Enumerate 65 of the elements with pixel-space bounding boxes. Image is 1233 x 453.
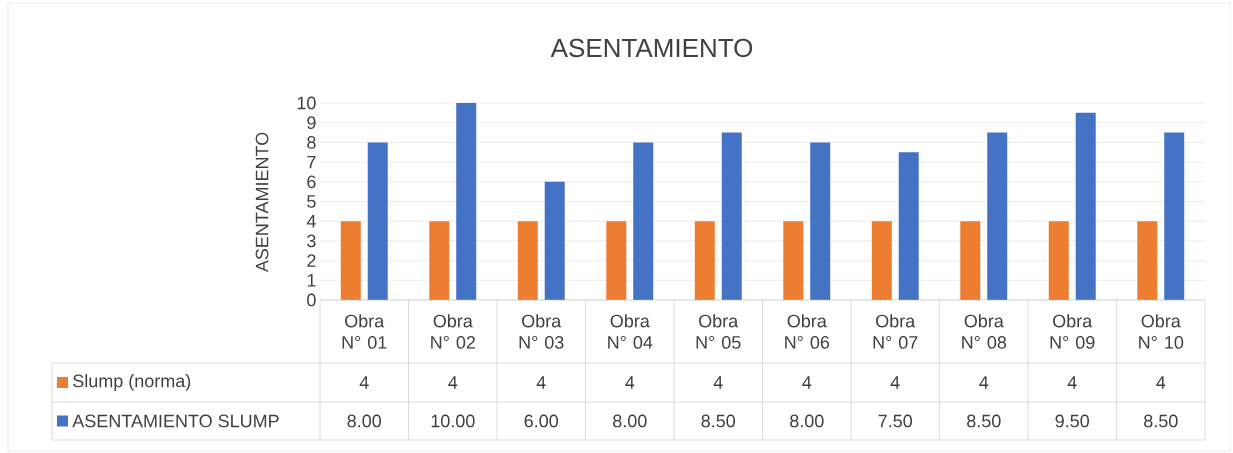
data-label: 8.50 [1144, 414, 1178, 428]
y-tick-label: 6 [307, 175, 316, 189]
bar [987, 132, 1008, 300]
data-label: 8.00 [347, 414, 382, 428]
y-tick-label: 3 [307, 234, 316, 248]
y-tick-label: 5 [307, 195, 316, 208]
bar [544, 181, 565, 300]
legend-label: ASENTAMIENTO SLUMP [72, 414, 279, 428]
bar [1164, 132, 1185, 300]
x-tick-label: Obra N° 01 [342, 314, 387, 349]
data-label: 4 [1156, 376, 1166, 389]
data-label: 8.50 [701, 414, 736, 428]
bar [898, 152, 919, 300]
y-tick-label: 7 [307, 155, 316, 169]
bar [721, 132, 742, 300]
bar [429, 221, 450, 300]
legend-label: Slump (norma) [73, 374, 191, 391]
bar [960, 221, 981, 300]
data-label: 6.00 [524, 414, 559, 428]
y-tick-label: 10 [297, 96, 316, 110]
x-tick-label: Obra N° 07 [873, 314, 918, 349]
bar [517, 221, 538, 300]
bar [340, 221, 361, 300]
x-tick-label: Obra N° 06 [785, 314, 830, 349]
data-label: 9.50 [1055, 414, 1089, 428]
y-axis-title: ASENTAMIENTO [255, 132, 269, 273]
x-tick-label: Obra N° 09 [1050, 314, 1095, 349]
y-tick-label: 4 [306, 215, 316, 228]
y-tick-label: 2 [307, 254, 316, 267]
data-label: 4 [536, 376, 546, 389]
bar [606, 221, 627, 300]
bar [783, 221, 804, 300]
bar [633, 142, 654, 300]
x-tick-label: Obra N° 04 [608, 314, 653, 349]
data-label: 4 [979, 376, 989, 389]
data-label: 7.50 [878, 414, 913, 428]
chart-title: ASENTAMIENTO [550, 38, 753, 58]
y-tick-label: 8 [307, 136, 316, 149]
data-label: 8.50 [967, 414, 1001, 428]
bar [456, 102, 477, 300]
bar [1137, 221, 1158, 300]
x-tick-label: Obra N° 08 [962, 314, 1007, 349]
data-label: 4 [713, 376, 723, 389]
y-tick-label: 9 [307, 116, 316, 130]
data-label: 4 [1067, 376, 1077, 389]
x-tick-label: Obra N° 10 [1139, 314, 1184, 349]
x-tick-label: Obra N° 02 [431, 314, 476, 349]
data-label: 4 [802, 376, 812, 389]
x-tick-label: Obra N° 03 [519, 314, 564, 349]
x-tick-label: Obra N° 05 [696, 314, 741, 349]
data-label: 8.00 [613, 414, 647, 428]
bar [367, 142, 388, 300]
data-label: 4 [359, 376, 369, 389]
data-label: 10.00 [431, 414, 475, 428]
data-label: 4 [890, 376, 900, 389]
data-label: 4 [448, 376, 458, 389]
data-label: 4 [625, 376, 635, 389]
y-tick-label: 1 [307, 274, 316, 287]
bar [810, 142, 831, 300]
y-tick-label: 0 [307, 293, 316, 307]
bar [871, 221, 892, 300]
bar [694, 221, 715, 300]
data-label: 8.00 [790, 414, 824, 428]
bar [1075, 112, 1096, 300]
bar [1048, 221, 1069, 300]
